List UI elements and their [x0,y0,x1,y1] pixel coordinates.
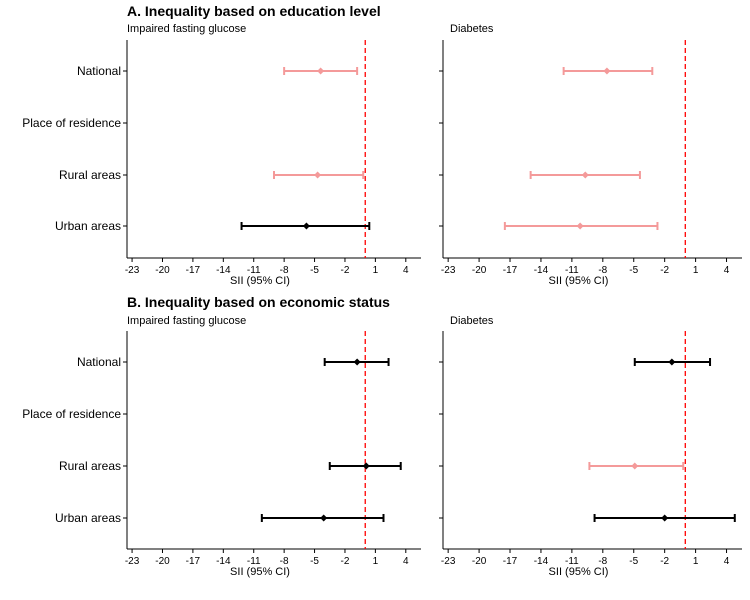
x-tick-label-a-diabetes: -11 [565,265,579,276]
x-tick-label-b-diabetes: 1 [693,556,699,567]
x-tick-label-a-impaired-fasting-glucose: -14 [216,265,231,276]
section-title-b: B. Inequality based on economic status [127,294,390,310]
x-tick-label-b-impaired-fasting-glucose: -17 [186,556,201,567]
x-tick-label-b-diabetes: -20 [472,556,487,567]
x-tick-label-a-diabetes: -8 [598,265,607,276]
panel-a-diabetes: Diabetes -23 -20 -17 -14 -11 -8 -5 -2 1 4 SII (95% … [439,23,742,287]
x-tick-label-a-diabetes: -14 [534,265,549,276]
x-tick-label-b-diabetes: -5 [629,556,638,567]
x-tick-label-b-impaired-fasting-glucose: 4 [403,556,409,567]
x-tick-label-b-diabetes: -23 [441,556,456,567]
x-tick-label-a-impaired-fasting-glucose: -20 [155,265,170,276]
x-tick-label-a-diabetes: 1 [693,265,699,276]
x-tick-label-a-impaired-fasting-glucose: -8 [280,265,289,276]
category-label-national: National [77,355,121,369]
x-tick-label-a-impaired-fasting-glucose: 1 [373,265,379,276]
category-label-urban-areas: Urban areas [55,219,121,233]
x-axis-title-b-impaired-fasting-glucose: SII (95% CI) [230,566,290,578]
x-tick-label-b-impaired-fasting-glucose: -2 [341,556,350,567]
category-label-rural-areas: Rural areas [59,459,121,473]
estimate-point-b-impaired-fasting-glucose-national [353,358,361,366]
panel-b-diabetes: Diabetes -23 -20 -17 -14 -11 -8 -5 -2 1 4 SII (95% … [439,315,742,578]
x-axis-title-b-diabetes: SII (95% CI) [549,566,609,578]
x-tick-label-a-impaired-fasting-glucose: -5 [310,265,319,276]
x-tick-label-a-impaired-fasting-glucose: -23 [125,265,140,276]
x-tick-label-b-impaired-fasting-glucose: -8 [280,556,289,567]
x-tick-label-b-diabetes: -17 [503,556,518,567]
panel-title-b-diabetes: Diabetes [450,315,494,327]
x-tick-label-a-impaired-fasting-glucose: 4 [403,265,409,276]
x-tick-label-b-impaired-fasting-glucose: -20 [155,556,170,567]
panel-title-b-impaired-fasting-glucose: Impaired fasting glucose [127,315,246,327]
estimate-point-a-impaired-fasting-glucose-national [317,67,325,75]
category-label-place-of-residence: Place of residence [22,407,121,421]
estimate-point-b-diabetes-rural-areas [631,462,639,470]
estimate-point-a-impaired-fasting-glucose-rural-areas [314,171,322,179]
x-tick-label-b-diabetes: -2 [660,556,669,567]
x-tick-label-b-impaired-fasting-glucose: 1 [373,556,379,567]
x-tick-label-b-diabetes: 4 [724,556,730,567]
category-label-urban-areas: Urban areas [55,511,121,525]
estimate-point-a-impaired-fasting-glucose-urban-areas [302,222,310,230]
category-label-rural-areas: Rural areas [59,168,121,182]
estimate-point-a-diabetes-rural-areas [581,171,589,179]
x-tick-label-a-impaired-fasting-glucose: -11 [247,265,261,276]
x-tick-label-a-diabetes: -20 [472,265,487,276]
x-tick-label-b-impaired-fasting-glucose: -5 [310,556,319,567]
estimate-point-a-diabetes-national [603,67,611,75]
x-tick-label-a-diabetes: -17 [503,265,518,276]
estimate-point-a-diabetes-urban-areas [576,222,584,230]
x-tick-label-a-diabetes: -5 [629,265,638,276]
x-tick-label-a-diabetes: -2 [660,265,669,276]
x-tick-label-a-diabetes: 4 [724,265,730,276]
panel-a-impaired-fasting-glucose: Impaired fasting glucose -23 -20 -17 -14 -11 -… [22,23,421,287]
x-tick-label-a-diabetes: -23 [441,265,456,276]
panel-title-a-impaired-fasting-glucose: Impaired fasting glucose [127,23,246,35]
x-tick-label-a-impaired-fasting-glucose: -2 [341,265,350,276]
estimate-point-b-diabetes-urban-areas [661,514,669,522]
x-tick-label-b-diabetes: -8 [598,556,607,567]
category-label-place-of-residence: Place of residence [22,116,121,130]
x-tick-label-a-impaired-fasting-glucose: -17 [186,265,201,276]
x-tick-label-b-impaired-fasting-glucose: -14 [216,556,231,567]
x-axis-title-a-impaired-fasting-glucose: SII (95% CI) [230,275,290,287]
estimate-point-b-impaired-fasting-glucose-urban-areas [320,514,328,522]
x-tick-label-b-diabetes: -11 [565,556,579,567]
x-tick-label-b-impaired-fasting-glucose: -23 [125,556,140,567]
panel-b-impaired-fasting-glucose: Impaired fasting glucose -23 -20 -17 -14 -11 -… [22,315,421,578]
estimate-point-b-impaired-fasting-glucose-rural-areas [362,462,370,470]
section-title-a: A. Inequality based on education level [127,3,381,19]
estimate-point-b-diabetes-national [668,358,676,366]
x-tick-label-b-impaired-fasting-glucose: -11 [247,556,261,567]
x-tick-label-b-diabetes: -14 [534,556,549,567]
panel-title-a-diabetes: Diabetes [450,23,494,35]
x-axis-title-a-diabetes: SII (95% CI) [549,275,609,287]
category-label-national: National [77,64,121,78]
